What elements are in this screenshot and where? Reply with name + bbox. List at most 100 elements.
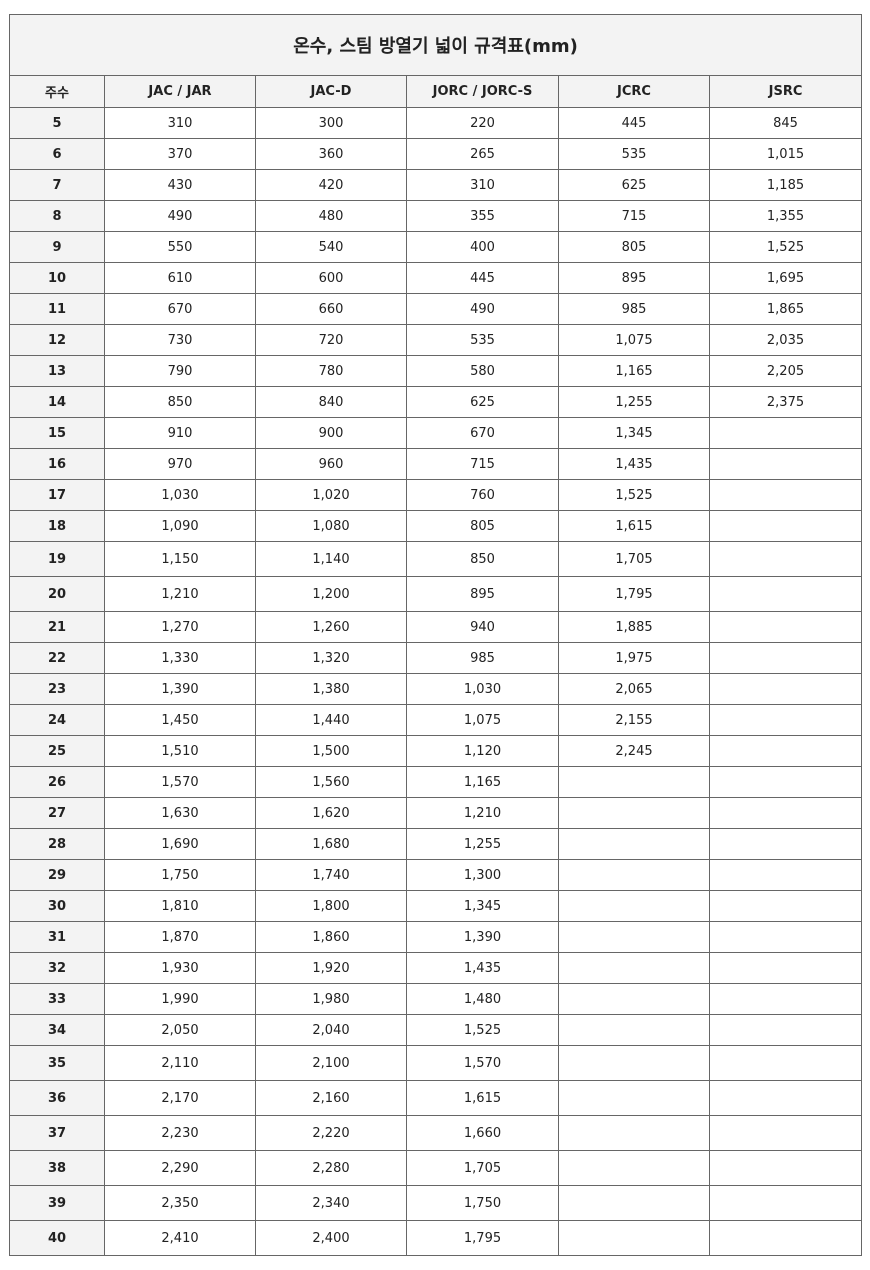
table-row: 24 1,450 1,440 1,075 2,155	[9, 704, 863, 736]
cell-jac-jar: 2,050	[104, 1014, 256, 1046]
cell-jac-jar: 2,170	[104, 1080, 256, 1116]
cell-jcrc: 715	[558, 200, 710, 232]
cell-section-count: 15	[9, 417, 105, 449]
cell-jsrc	[708, 1045, 863, 1081]
table-row: 17 1,030 1,020 760 1,525	[9, 479, 863, 511]
cell-jsrc	[708, 541, 863, 577]
cell-jcrc: 1,795	[558, 576, 710, 612]
cell-jac-d: 1,920	[255, 952, 407, 984]
cell-jac-d: 900	[255, 417, 407, 449]
cell-jac-jar: 2,410	[104, 1220, 256, 1256]
header-jcrc: JCRC	[558, 75, 710, 108]
cell-jorc: 1,615	[406, 1080, 559, 1116]
table-row: 7 430 420 310 625 1,185	[9, 169, 863, 201]
cell-section-count: 23	[9, 673, 105, 705]
cell-jac-d: 1,560	[255, 766, 407, 798]
cell-jorc: 1,030	[406, 673, 559, 705]
cell-jcrc: 1,435	[558, 448, 710, 480]
cell-jorc: 1,435	[406, 952, 559, 984]
cell-jac-d: 2,220	[255, 1115, 407, 1151]
cell-jorc: 625	[406, 386, 559, 418]
cell-jac-jar: 2,350	[104, 1185, 256, 1221]
cell-jorc: 1,120	[406, 735, 559, 767]
table-row: 21 1,270 1,260 940 1,885	[9, 611, 863, 643]
cell-jac-d: 1,020	[255, 479, 407, 511]
cell-jorc: 760	[406, 479, 559, 511]
cell-jsrc: 2,035	[708, 324, 863, 356]
cell-jac-jar: 670	[104, 293, 256, 325]
cell-jsrc	[708, 952, 863, 984]
cell-section-count: 19	[9, 541, 105, 577]
cell-jsrc	[708, 766, 863, 798]
cell-jsrc	[708, 890, 863, 922]
cell-jorc: 1,255	[406, 828, 559, 860]
cell-jcrc	[558, 828, 710, 860]
cell-jac-jar: 1,990	[104, 983, 256, 1015]
cell-jac-jar: 1,150	[104, 541, 256, 577]
cell-jorc: 1,480	[406, 983, 559, 1015]
cell-jcrc: 1,255	[558, 386, 710, 418]
cell-section-count: 20	[9, 576, 105, 612]
cell-jorc: 1,570	[406, 1045, 559, 1081]
cell-section-count: 40	[9, 1220, 105, 1256]
cell-jcrc	[558, 890, 710, 922]
cell-jorc: 535	[406, 324, 559, 356]
cell-section-count: 7	[9, 169, 105, 201]
cell-jac-d: 1,380	[255, 673, 407, 705]
header-sections: 주수	[9, 75, 105, 108]
cell-jac-d: 840	[255, 386, 407, 418]
cell-jsrc	[708, 797, 863, 829]
cell-jsrc	[708, 828, 863, 860]
table-row: 5 310 300 220 445 845	[9, 107, 863, 139]
cell-jac-jar: 490	[104, 200, 256, 232]
cell-jac-jar: 1,450	[104, 704, 256, 736]
cell-jsrc	[708, 859, 863, 891]
table-row: 36 2,170 2,160 1,615	[9, 1080, 863, 1116]
cell-jsrc	[708, 417, 863, 449]
cell-section-count: 31	[9, 921, 105, 953]
cell-section-count: 10	[9, 262, 105, 294]
cell-jsrc: 1,185	[708, 169, 863, 201]
cell-section-count: 25	[9, 735, 105, 767]
cell-jac-jar: 1,210	[104, 576, 256, 612]
cell-jcrc	[558, 766, 710, 798]
cell-jcrc	[558, 921, 710, 953]
cell-jac-d: 1,860	[255, 921, 407, 953]
cell-jac-d: 1,320	[255, 642, 407, 674]
cell-section-count: 35	[9, 1045, 105, 1081]
cell-jorc: 220	[406, 107, 559, 139]
cell-jsrc	[708, 735, 863, 767]
cell-jcrc: 1,165	[558, 355, 710, 387]
cell-jac-jar: 1,930	[104, 952, 256, 984]
cell-jsrc: 2,375	[708, 386, 863, 418]
table-row: 34 2,050 2,040 1,525	[9, 1014, 863, 1046]
cell-jorc: 1,795	[406, 1220, 559, 1256]
table-row: 25 1,510 1,500 1,120 2,245	[9, 735, 863, 767]
cell-section-count: 6	[9, 138, 105, 170]
cell-jcrc	[558, 1080, 710, 1116]
cell-section-count: 17	[9, 479, 105, 511]
cell-jac-jar: 1,570	[104, 766, 256, 798]
cell-jorc: 805	[406, 510, 559, 542]
cell-section-count: 29	[9, 859, 105, 891]
cell-jcrc	[558, 1185, 710, 1221]
table-row: 38 2,290 2,280 1,705	[9, 1150, 863, 1186]
table-row: 18 1,090 1,080 805 1,615	[9, 510, 863, 542]
cell-jac-d: 2,100	[255, 1045, 407, 1081]
cell-jac-d: 360	[255, 138, 407, 170]
cell-section-count: 21	[9, 611, 105, 643]
cell-jac-d: 2,340	[255, 1185, 407, 1221]
cell-jac-jar: 1,870	[104, 921, 256, 953]
cell-jsrc	[708, 1080, 863, 1116]
cell-jac-jar: 370	[104, 138, 256, 170]
cell-jac-d: 300	[255, 107, 407, 139]
cell-jsrc	[708, 1014, 863, 1046]
cell-jorc: 850	[406, 541, 559, 577]
cell-jsrc: 845	[708, 107, 863, 139]
cell-jac-jar: 430	[104, 169, 256, 201]
cell-jsrc	[708, 1220, 863, 1256]
cell-jsrc	[708, 576, 863, 612]
cell-jorc: 1,390	[406, 921, 559, 953]
cell-jorc: 1,345	[406, 890, 559, 922]
table-row: 8 490 480 355 715 1,355	[9, 200, 863, 232]
